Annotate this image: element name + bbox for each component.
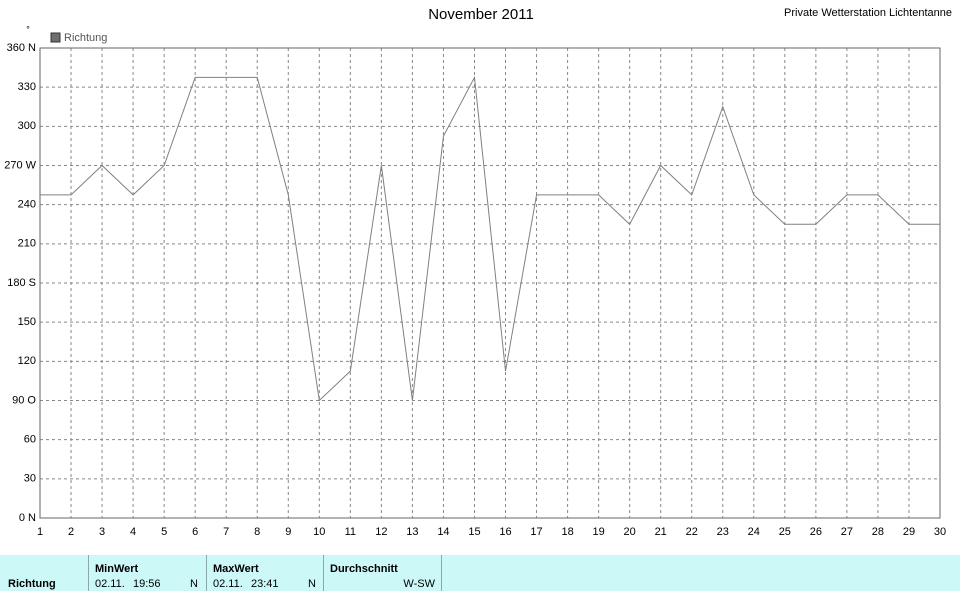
chart-subtitle: Private Wetterstation Lichtentanne bbox=[784, 7, 952, 19]
x-tick-label: 24 bbox=[748, 526, 760, 538]
x-tick-label: 13 bbox=[406, 526, 418, 538]
x-tick-label: 8 bbox=[254, 526, 260, 538]
x-tick-label: 17 bbox=[530, 526, 542, 538]
direction: N bbox=[190, 578, 198, 590]
y-tick-label: 240 bbox=[18, 199, 36, 211]
date: 02.11. bbox=[213, 578, 243, 590]
legend-label: Richtung bbox=[64, 32, 107, 44]
x-tick-label: 12 bbox=[375, 526, 387, 538]
row-label: Richtung bbox=[8, 578, 56, 590]
x-tick-label: 15 bbox=[468, 526, 480, 538]
y-tick-label: 330 bbox=[18, 81, 36, 93]
min-cell: MinWert 02.11. 19:56 N bbox=[89, 555, 207, 591]
x-tick-label: 3 bbox=[99, 526, 105, 538]
x-tick-label: 9 bbox=[285, 526, 291, 538]
y-unit: ° bbox=[26, 24, 30, 34]
x-tick-label: 25 bbox=[779, 526, 791, 538]
x-tick-label: 18 bbox=[561, 526, 573, 538]
x-tick-label: 19 bbox=[592, 526, 604, 538]
x-tick-label: 16 bbox=[499, 526, 511, 538]
legend-swatch bbox=[50, 32, 61, 43]
time: 19:56 bbox=[133, 578, 161, 590]
x-tick-label: 14 bbox=[437, 526, 449, 538]
y-tick-label: 150 bbox=[18, 316, 36, 328]
y-tick-label: 210 bbox=[18, 238, 36, 250]
x-tick-label: 7 bbox=[223, 526, 229, 538]
header: MaxWert bbox=[213, 563, 259, 575]
x-tick-label: 23 bbox=[717, 526, 729, 538]
x-tick-label: 27 bbox=[841, 526, 853, 538]
avg-cell: Durchschnitt W-SW bbox=[324, 555, 442, 591]
max-cell: MaxWert 02.11. 23:41 N bbox=[207, 555, 324, 591]
date: 02.11. bbox=[95, 578, 125, 590]
direction: N bbox=[308, 578, 316, 590]
row-label-cell: Richtung bbox=[0, 555, 89, 591]
y-tick-label: 30 bbox=[24, 473, 36, 485]
y-tick-label: 120 bbox=[18, 355, 36, 367]
y-tick-label: 180 S bbox=[7, 277, 36, 289]
chart-title: November 2011 bbox=[428, 6, 534, 23]
x-tick-label: 5 bbox=[161, 526, 167, 538]
time: 23:41 bbox=[251, 578, 279, 590]
x-tick-label: 21 bbox=[655, 526, 667, 538]
x-tick-label: 20 bbox=[624, 526, 636, 538]
y-tick-label: 0 N bbox=[19, 512, 36, 524]
x-tick-label: 28 bbox=[872, 526, 884, 538]
x-tick-label: 4 bbox=[130, 526, 136, 538]
x-tick-label: 11 bbox=[345, 526, 356, 538]
plot-frame bbox=[39, 47, 941, 519]
x-tick-label: 22 bbox=[686, 526, 698, 538]
x-tick-label: 6 bbox=[192, 526, 198, 538]
header: MinWert bbox=[95, 563, 139, 575]
direction: W-SW bbox=[403, 578, 435, 590]
x-tick-label: 26 bbox=[810, 526, 822, 538]
x-tick-label: 10 bbox=[313, 526, 325, 538]
y-tick-label: 270 W bbox=[4, 159, 36, 171]
x-tick-label: 29 bbox=[903, 526, 915, 538]
y-tick-label: 90 O bbox=[12, 394, 36, 406]
y-tick-label: 300 bbox=[18, 120, 36, 132]
header: Durchschnitt bbox=[330, 563, 398, 575]
y-tick-label: 60 bbox=[24, 434, 36, 446]
data-line bbox=[40, 75, 940, 402]
chart: November 2011 Private Wetterstation Lich… bbox=[4, 6, 952, 538]
summary-table: Richtung MinWert 02.11. 19:56 N MaxWert … bbox=[0, 555, 960, 591]
x-tick-label: 1 bbox=[37, 526, 43, 538]
x-tick-label: 30 bbox=[934, 526, 946, 538]
x-tick-label: 2 bbox=[68, 526, 74, 538]
y-tick-label: 360 N bbox=[7, 42, 36, 54]
